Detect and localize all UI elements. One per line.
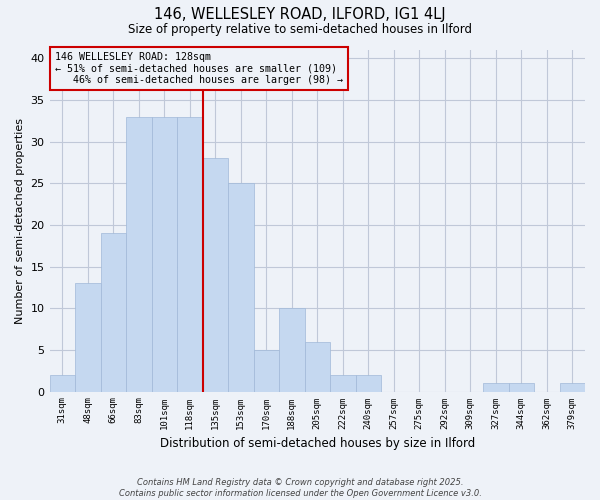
X-axis label: Distribution of semi-detached houses by size in Ilford: Distribution of semi-detached houses by …: [160, 437, 475, 450]
Text: Size of property relative to semi-detached houses in Ilford: Size of property relative to semi-detach…: [128, 22, 472, 36]
Bar: [101, 234, 126, 392]
Bar: [483, 383, 509, 392]
Bar: [305, 342, 330, 392]
Bar: [356, 375, 381, 392]
Bar: [152, 116, 177, 392]
Y-axis label: Number of semi-detached properties: Number of semi-detached properties: [15, 118, 25, 324]
Bar: [509, 383, 534, 392]
Bar: [279, 308, 305, 392]
Bar: [228, 184, 254, 392]
Text: 146, WELLESLEY ROAD, ILFORD, IG1 4LJ: 146, WELLESLEY ROAD, ILFORD, IG1 4LJ: [154, 8, 446, 22]
Bar: [330, 375, 356, 392]
Bar: [203, 158, 228, 392]
Bar: [75, 284, 101, 392]
Text: Contains HM Land Registry data © Crown copyright and database right 2025.
Contai: Contains HM Land Registry data © Crown c…: [119, 478, 481, 498]
Text: 146 WELLESLEY ROAD: 128sqm
← 51% of semi-detached houses are smaller (109)
   46: 146 WELLESLEY ROAD: 128sqm ← 51% of semi…: [55, 52, 343, 85]
Bar: [126, 116, 152, 392]
Bar: [560, 383, 585, 392]
Bar: [50, 375, 75, 392]
Bar: [254, 350, 279, 392]
Bar: [177, 116, 203, 392]
